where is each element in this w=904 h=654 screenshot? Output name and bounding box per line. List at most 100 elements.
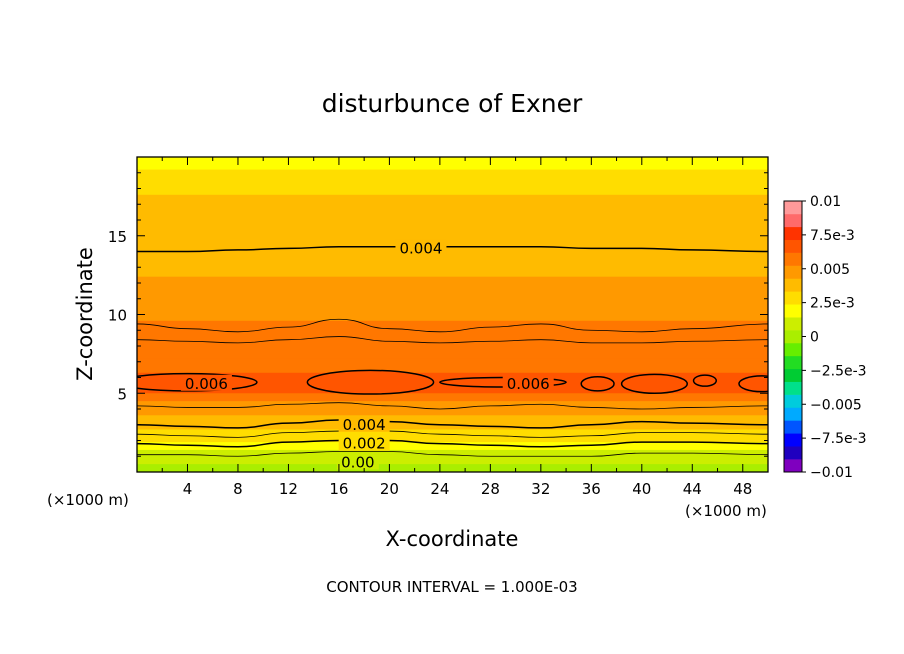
contour-band [137,409,768,416]
contour-line [137,430,768,438]
contour-label-bg [502,374,554,391]
contour-label: 0.00 [341,454,374,472]
contour-band [137,169,768,196]
contour-label: 0.002 [343,435,386,453]
contour-band [137,449,768,457]
x-unit-left: (×1000 m) [47,491,129,509]
contour-line [137,451,768,457]
x-tick-label: 24 [430,480,449,498]
contour-band [137,393,768,402]
x-axis-label: X-coordinate [386,527,519,551]
contour-line [137,336,768,344]
contour-line [137,439,768,448]
contour-band [137,358,768,374]
colorbar-swatch [784,252,802,266]
y-tick-label: 10 [108,307,127,325]
colorbar-swatch [784,291,802,305]
x-tick-label: 36 [582,480,601,498]
x-tick-label: 16 [329,480,348,498]
contour-line [137,402,768,410]
x-tick-label: 8 [233,480,243,498]
colorbar-swatch [784,278,802,292]
colorbar-swatch [784,201,802,215]
contour-interval-note: CONTOUR INTERVAL = 1.000E-03 [326,578,577,596]
colorbar-swatch [784,446,802,460]
filled-contour-bands [137,157,768,472]
colorbar-swatch [784,304,802,318]
colorbar-swatch [784,459,802,473]
x-tick-label: 48 [733,480,752,498]
contour-band [137,320,768,341]
y-tick-label: 15 [108,228,127,246]
colorbar-label: −2.5e-3 [810,363,867,379]
x-tick-label: 44 [683,480,702,498]
colorbar-label: 0.005 [810,262,850,278]
x-tick-label: 28 [481,480,500,498]
contour-label-bg [395,239,447,256]
x-tick-label: 32 [531,480,550,498]
contour-label: 0.004 [343,416,386,434]
contour-band [137,415,768,424]
closed-contour [306,369,435,395]
colorbar-label: −7.5e-3 [810,431,867,447]
colorbar: 0.01 7.5e-3 0.005 2.5e-3 0 −2.5e-3 −0.005 −7.5e… [783,194,867,481]
y-axis-label: Z-coordinate [73,247,97,381]
closed-contour [620,373,688,394]
contour-band [137,442,768,451]
contour-label-bg [336,453,379,470]
contour-band [137,157,768,171]
contour-line [137,419,768,429]
colorbar-swatch [784,265,802,279]
colorbar-swatch [784,433,802,447]
colorbar-label: −0.01 [810,465,853,481]
x-tick-label: 12 [279,480,298,498]
colorbar-label: 0.01 [810,194,841,210]
colorbar-swatch [784,330,802,344]
contour-band [137,423,768,430]
contour-band [137,435,768,443]
x-unit-right: (×1000 m) [685,502,767,520]
colorbar-swatch [784,394,802,408]
colorbar-swatch [784,407,802,421]
contour-band [137,456,768,465]
colorbar-swatch [784,420,802,434]
contour-label-bg [338,434,390,451]
contour-label: 0.006 [185,375,228,393]
colorbar-swatch [784,381,802,395]
contour-band [137,464,768,472]
colorbar-label: 0 [810,330,819,346]
closed-contour [738,375,768,393]
contour-label-bg [180,374,232,391]
colorbar-swatch [784,239,802,253]
contour-label-bg [338,415,390,432]
colorbar-swatch [784,317,802,331]
contour-band [137,429,768,437]
closed-contour [580,375,615,392]
colorbar-swatch [784,342,802,357]
contour-label: 0.006 [507,375,550,393]
closed-contour [692,374,718,387]
contour-band [137,232,768,256]
colorbar-label: 7.5e-3 [810,228,855,244]
contour-band [137,254,768,278]
colorbar-swatch [784,226,802,241]
y-tick-label: 5 [117,385,127,403]
contour-line [137,318,768,333]
colorbar-swatch [784,368,802,382]
contour-band [137,276,768,300]
colorbar-label: 2.5e-3 [810,296,855,312]
contour-band [137,339,768,360]
contour-band [137,298,768,322]
x-tick-label: 20 [380,480,399,498]
contour-band [137,194,768,234]
colorbar-label: −0.005 [810,397,862,413]
chart-title: disturbunce of Exner [322,89,583,118]
x-tick-label: 40 [632,480,651,498]
contour-band [137,401,768,410]
contour-label: 0.004 [399,239,442,257]
colorbar-swatch [784,213,802,228]
colorbar-swatch [784,355,802,370]
x-tick-label: 4 [183,480,193,498]
